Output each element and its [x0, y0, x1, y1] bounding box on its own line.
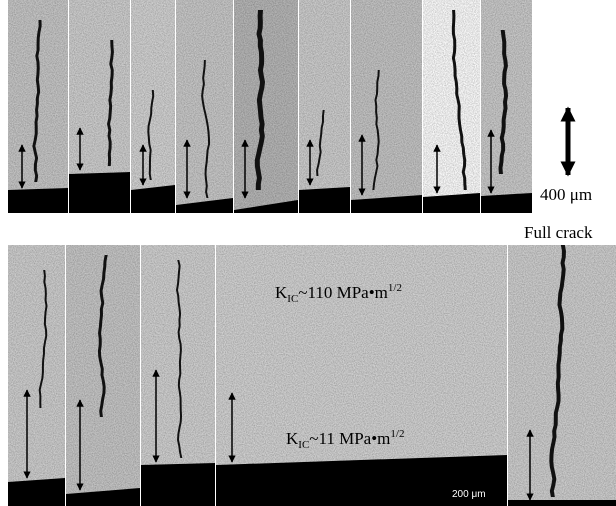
micrograph-panel: [234, 0, 298, 213]
panels: [8, 0, 616, 506]
notch-base: [351, 195, 422, 213]
notch-base: [69, 172, 130, 213]
notch-base: [234, 200, 298, 213]
crack: [316, 110, 325, 176]
crack: [498, 30, 509, 174]
kic-symbol: K: [275, 283, 288, 302]
notch-base: [508, 500, 616, 506]
micrograph-panel: [8, 245, 65, 506]
kic-subscript: IC: [298, 439, 309, 451]
notch-base: [8, 188, 68, 213]
notch-base: [176, 198, 233, 213]
crack: [38, 270, 48, 408]
crack: [201, 60, 211, 198]
notch-base: [299, 187, 350, 213]
crack: [175, 260, 183, 458]
notch-base: [141, 463, 215, 506]
crack: [254, 10, 266, 190]
crack: [549, 245, 566, 497]
notch-base: [131, 185, 175, 213]
kic-low-label: KIC~11 MPa•m1/2: [286, 428, 404, 451]
kic-exponent: 1/2: [388, 282, 402, 294]
scale-label: 400 μm: [540, 185, 592, 204]
notch-base: [216, 455, 507, 506]
kic-high-label: KIC~110 MPa•m1/2: [275, 282, 402, 305]
crack: [32, 20, 42, 182]
micrograph-panel: [131, 0, 175, 213]
notch-base: [481, 193, 532, 213]
micrograph-panel: [423, 0, 480, 213]
crack: [97, 255, 108, 417]
micrograph-panel: [299, 0, 350, 213]
crack: [107, 40, 114, 166]
kic-value: ~110 MPa•m: [298, 283, 388, 302]
kic-exponent: 1/2: [390, 428, 404, 440]
scale-bar-label: 200 μm: [452, 489, 486, 500]
kic-subscript: IC: [287, 293, 298, 305]
notch-base: [66, 488, 140, 506]
notch-base: [423, 193, 480, 213]
full-crack-label: Full crack: [524, 223, 593, 242]
crack: [451, 10, 467, 190]
kic-value: ~11 MPa•m: [309, 429, 390, 448]
kic-symbol: K: [286, 429, 299, 448]
notch-base: [8, 478, 65, 506]
crack: [372, 70, 380, 190]
crack: [147, 90, 155, 180]
